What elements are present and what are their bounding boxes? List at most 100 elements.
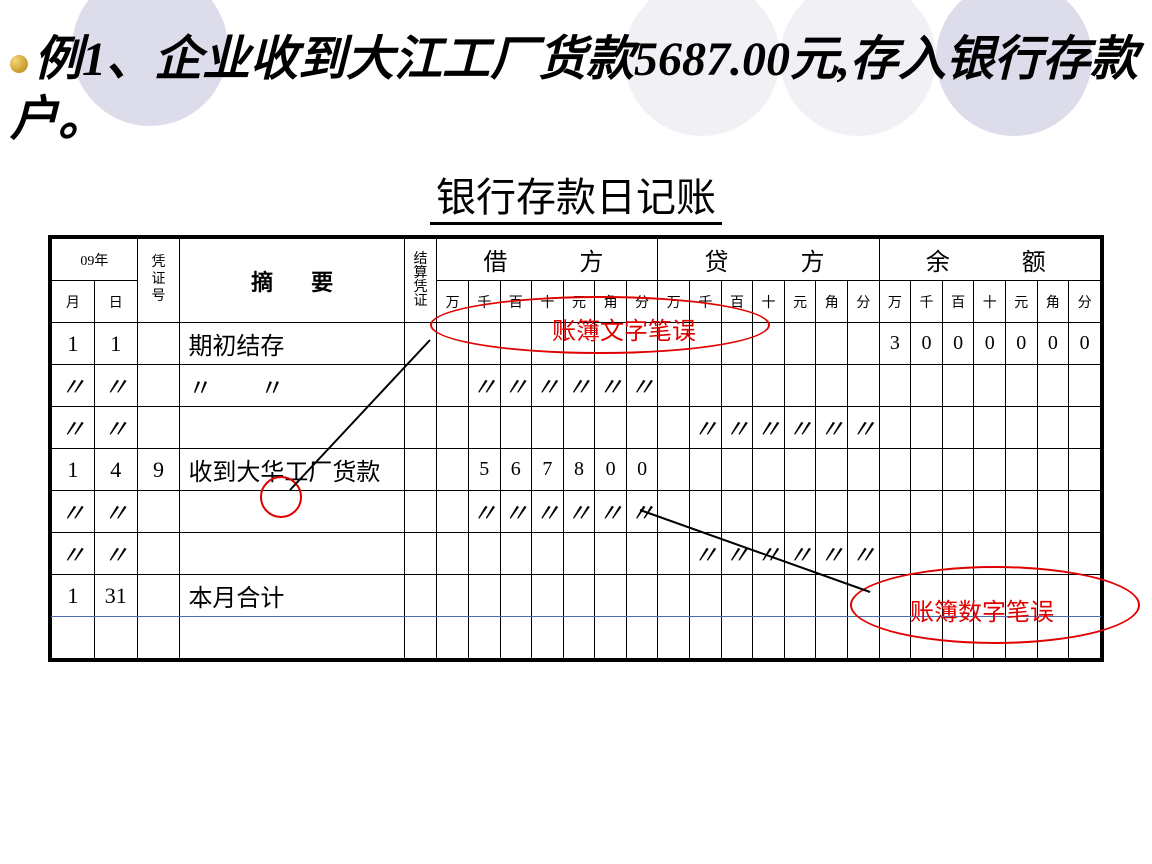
cell <box>468 575 500 617</box>
cell <box>784 365 816 407</box>
hdr-voucher: 凭证号 <box>137 239 180 323</box>
cell: 〃 <box>816 407 848 449</box>
cell: 〃 〃 <box>180 365 404 407</box>
cell <box>690 449 722 491</box>
cell <box>942 365 974 407</box>
unit: 角 <box>816 281 848 323</box>
cell: 1 <box>52 323 95 365</box>
cell: 〃 <box>52 407 95 449</box>
cell <box>404 449 437 491</box>
cell <box>500 533 532 575</box>
cell: 〃 <box>753 533 785 575</box>
cell <box>658 575 690 617</box>
cell <box>626 617 658 659</box>
cell <box>879 365 911 407</box>
cell: 〃 <box>532 491 564 533</box>
cell: 0 <box>595 449 627 491</box>
cell <box>595 533 627 575</box>
title-text: 例1、企业收到大江工厂货款5687.00元,存入银行存款户。 <box>10 33 1138 146</box>
cell <box>879 407 911 449</box>
cell <box>437 449 469 491</box>
cell <box>848 323 880 365</box>
cell <box>404 575 437 617</box>
cell <box>180 533 404 575</box>
cell: 0 <box>626 449 658 491</box>
cell: 〃 <box>500 491 532 533</box>
ledger-title: 银行存款日记账 <box>0 165 1152 223</box>
cell: 〃 <box>595 365 627 407</box>
hdr-day: 日 <box>94 281 137 323</box>
cell: 〃 <box>626 491 658 533</box>
cell <box>137 365 180 407</box>
cell: 〃 <box>52 533 95 575</box>
hdr-settle: 结算凭证 <box>404 239 437 323</box>
cell <box>595 575 627 617</box>
cell: 0 <box>911 323 943 365</box>
cell <box>942 491 974 533</box>
cell <box>721 365 753 407</box>
cell <box>1069 407 1101 449</box>
cell: 〃 <box>94 407 137 449</box>
cell <box>1037 449 1069 491</box>
unit: 万 <box>879 281 911 323</box>
cell <box>94 617 137 659</box>
table-row: 149收到大华工厂货款567800 <box>52 449 1101 491</box>
cell: 31 <box>94 575 137 617</box>
cell: 0 <box>1069 323 1101 365</box>
hdr-credit: 贷 方 <box>658 239 879 281</box>
cell <box>1037 491 1069 533</box>
cell <box>137 617 180 659</box>
cell <box>437 365 469 407</box>
cell <box>563 533 595 575</box>
cell <box>879 533 911 575</box>
cell <box>721 617 753 659</box>
cell: 〃 <box>94 365 137 407</box>
cell <box>753 491 785 533</box>
cell <box>911 365 943 407</box>
cell <box>816 365 848 407</box>
cell <box>658 365 690 407</box>
cell <box>500 617 532 659</box>
cell <box>911 407 943 449</box>
cell <box>1069 449 1101 491</box>
cell: 1 <box>94 323 137 365</box>
cell: 〃 <box>721 533 753 575</box>
cell <box>911 449 943 491</box>
cell <box>532 575 564 617</box>
cell <box>784 323 816 365</box>
cell <box>1037 407 1069 449</box>
hdr-year: 09年 <box>52 239 138 281</box>
cell <box>911 491 943 533</box>
cell: 〃 <box>468 365 500 407</box>
cell: 3 <box>879 323 911 365</box>
cell <box>658 533 690 575</box>
cell <box>532 407 564 449</box>
cell: 8 <box>563 449 595 491</box>
cell: 4 <box>94 449 137 491</box>
cell <box>974 449 1006 491</box>
cell: 〃 <box>52 365 95 407</box>
cell: 〃 <box>532 365 564 407</box>
cell: 〃 <box>848 533 880 575</box>
cell: 〃 <box>784 533 816 575</box>
cell: 〃 <box>500 365 532 407</box>
cell <box>974 365 1006 407</box>
hdr-month: 月 <box>52 281 95 323</box>
cell <box>879 449 911 491</box>
cell <box>500 575 532 617</box>
cell <box>1006 449 1038 491</box>
example-title: 例1、企业收到大江工厂货款5687.00元,存入银行存款户。 <box>10 30 1140 150</box>
cell <box>1006 491 1038 533</box>
table-row: 〃〃〃〃〃〃〃〃 <box>52 407 1101 449</box>
cell: 〃 <box>848 407 880 449</box>
cell: 〃 <box>595 491 627 533</box>
hdr-balance: 余 额 <box>879 239 1100 281</box>
unit: 角 <box>1037 281 1069 323</box>
cell: 〃 <box>94 491 137 533</box>
cell: 〃 <box>816 533 848 575</box>
cell: 〃 <box>690 407 722 449</box>
cell <box>404 533 437 575</box>
cell <box>753 449 785 491</box>
cell: 6 <box>500 449 532 491</box>
cell <box>137 323 180 365</box>
